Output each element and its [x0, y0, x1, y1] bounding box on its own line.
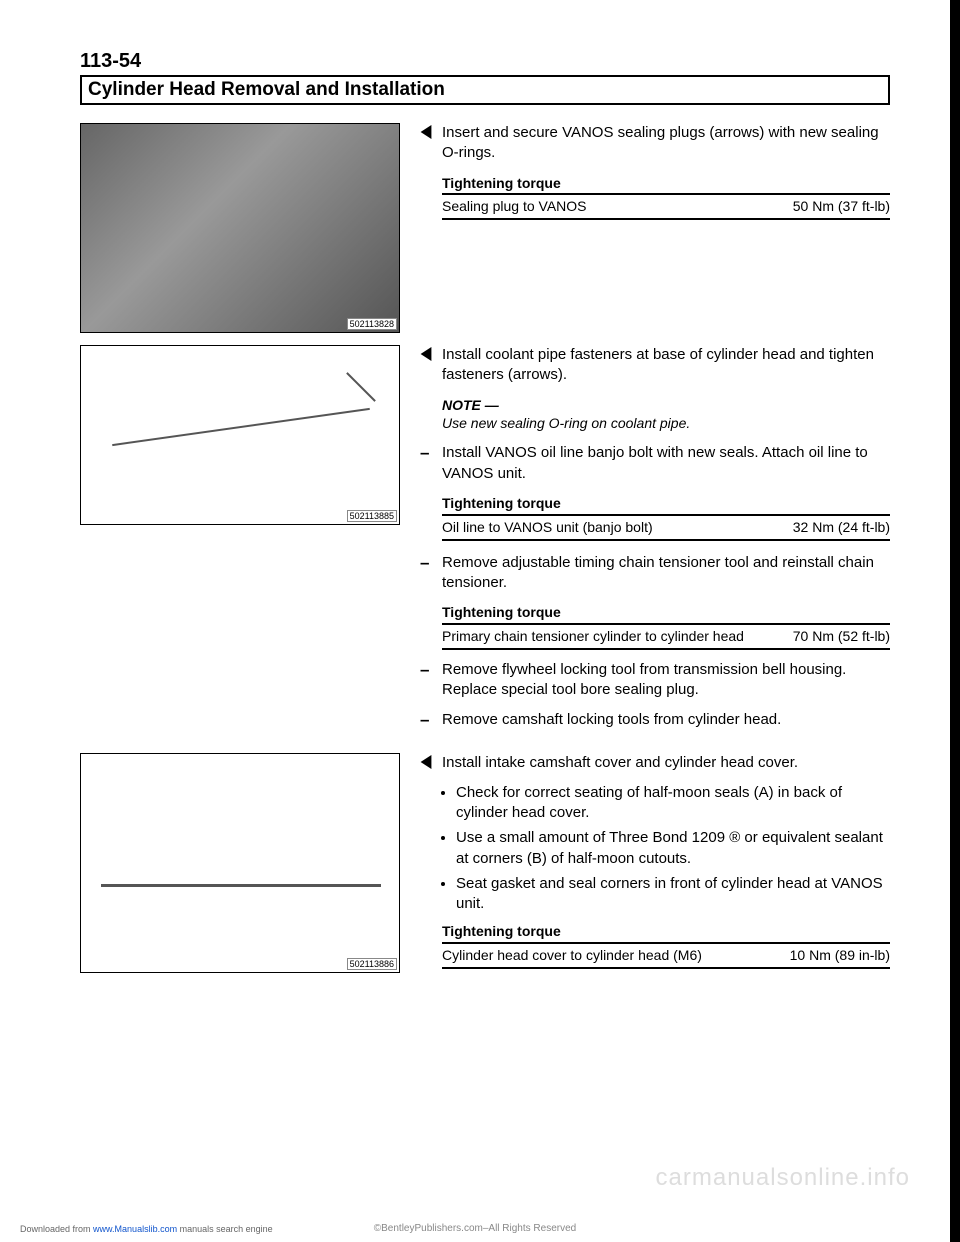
dash-marker-icon: – [420, 444, 442, 485]
torque-4-value: 10 Nm (89 in-lb) [770, 946, 890, 965]
bullet-1: Check for correct seating of half-moon s… [456, 783, 890, 824]
torque-heading-1: Tightening torque [442, 174, 890, 195]
figure-1: 502113828 [80, 123, 400, 333]
step-1-text: Insert and secure VANOS sealing plugs (a… [442, 123, 890, 164]
torque-heading-3: Tightening torque [442, 603, 890, 624]
step-2: Install coolant pipe fasteners at base o… [420, 345, 890, 386]
torque-row-1: Sealing plug to VANOS 50 Nm (37 ft-lb) [442, 194, 890, 220]
figure-2-id: 502113885 [347, 510, 397, 522]
text-col-3: – Remove adjustable timing chain tension… [400, 553, 890, 741]
bullet-2: Use a small amount of Three Bond 1209 ® … [456, 828, 890, 869]
torque-3-value: 70 Nm (52 ft-lb) [773, 627, 890, 646]
torque-1-value: 50 Nm (37 ft-lb) [773, 197, 890, 216]
step-6: – Remove camshaft locking tools from cyl… [420, 710, 890, 730]
step-5-text: Remove flywheel locking tool from transm… [442, 660, 890, 701]
note-heading: NOTE — [442, 396, 890, 415]
torque-row-3: Primary chain tensioner cylinder to cyli… [442, 624, 890, 650]
text-col-2: Install coolant pipe fasteners at base o… [400, 345, 890, 541]
row-2: 502113885 Install coolant pipe fasteners… [80, 345, 890, 541]
page: 113-54 Cylinder Head Removal and Install… [0, 0, 960, 1242]
dash-marker-icon: – [420, 554, 442, 595]
torque-4-desc: Cylinder head cover to cylinder head (M6… [442, 946, 770, 965]
row-4: 502113886 Install intake camshaft cover … [80, 753, 890, 973]
step-2-text: Install coolant pipe fasteners at base o… [442, 345, 890, 386]
step-5: – Remove flywheel locking tool from tran… [420, 660, 890, 701]
title-box: Cylinder Head Removal and Installation [80, 75, 890, 105]
torque-3-desc: Primary chain tensioner cylinder to cyli… [442, 627, 773, 646]
bullet-3: Seat gasket and seal corners in front of… [456, 874, 890, 915]
torque-row-2: Oil line to VANOS unit (banjo bolt) 32 N… [442, 515, 890, 541]
triangle-marker-icon [420, 346, 442, 387]
triangle-marker-icon [420, 754, 442, 774]
text-col-4: Install intake camshaft cover and cylind… [400, 753, 890, 973]
step-6-text: Remove camshaft locking tools from cylin… [442, 710, 890, 730]
torque-2-value: 32 Nm (24 ft-lb) [773, 518, 890, 537]
torque-1-desc: Sealing plug to VANOS [442, 197, 773, 216]
torque-row-4: Cylinder head cover to cylinder head (M6… [442, 943, 890, 969]
step-4-text: Remove adjustable timing chain tensioner… [442, 553, 890, 594]
dash-marker-icon: – [420, 661, 442, 702]
row-3: – Remove adjustable timing chain tension… [80, 553, 890, 741]
step-3: – Install VANOS oil line banjo bolt with… [420, 443, 890, 484]
page-number: 113-54 [80, 50, 890, 73]
watermark: carmanualsonline.info [656, 1164, 910, 1192]
dash-marker-icon: – [420, 711, 442, 731]
step-3-text: Install VANOS oil line banjo bolt with n… [442, 443, 890, 484]
step-7: Install intake camshaft cover and cylind… [420, 753, 890, 773]
figure-2: 502113885 [80, 345, 400, 525]
figure-3: 502113886 [80, 753, 400, 973]
torque-heading-4: Tightening torque [442, 922, 890, 943]
step-4: – Remove adjustable timing chain tension… [420, 553, 890, 594]
note-body: Use new sealing O-ring on coolant pipe. [442, 414, 890, 433]
torque-heading-2: Tightening torque [442, 494, 890, 515]
row-1: 502113828 Insert and secure VANOS sealin… [80, 123, 890, 333]
triangle-marker-icon [420, 124, 442, 165]
step-7-text: Install intake camshaft cover and cylind… [442, 753, 890, 773]
torque-2-desc: Oil line to VANOS unit (banjo bolt) [442, 518, 773, 537]
bullet-list: Check for correct seating of half-moon s… [442, 783, 890, 915]
figure-3-id: 502113886 [347, 958, 397, 970]
page-title: Cylinder Head Removal and Installation [88, 79, 445, 101]
content-area: 502113828 Insert and secure VANOS sealin… [80, 123, 890, 985]
text-col-1: Insert and secure VANOS sealing plugs (a… [400, 123, 890, 333]
figure-1-id: 502113828 [347, 318, 397, 330]
footer-center: ©BentleyPublishers.com–All Rights Reserv… [0, 1223, 950, 1234]
step-1: Insert and secure VANOS sealing plugs (a… [420, 123, 890, 164]
